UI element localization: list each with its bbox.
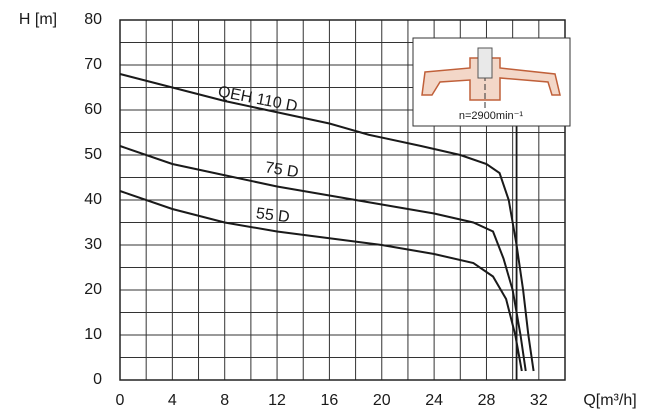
- x-tick-label: 28: [478, 392, 496, 409]
- x-tick-label: 20: [373, 392, 391, 409]
- plot-frame: [119, 19, 566, 381]
- inset-label: n=2900min⁻¹: [459, 110, 524, 122]
- x-tick-label: 16: [321, 392, 339, 409]
- x-tick-label: 0: [116, 392, 125, 409]
- x-tick-label: 12: [268, 392, 286, 409]
- y-tick-label: 50: [84, 146, 102, 163]
- y-axis-title: H [m]: [19, 11, 57, 28]
- x-tick-label: 32: [530, 392, 548, 409]
- inset: n=2900min⁻¹: [412, 37, 571, 127]
- y-tick-label: 30: [84, 236, 102, 253]
- x-tick-label: 8: [220, 392, 229, 409]
- x-tick-label: 4: [168, 392, 177, 409]
- y-tick-label: 40: [84, 191, 102, 208]
- series-label: 55 D: [255, 205, 291, 226]
- x-axis-title: Q[m³/h]: [583, 392, 636, 409]
- curve: [119, 145, 527, 372]
- shaft: [477, 47, 493, 79]
- series-label: 75 D: [264, 159, 300, 181]
- curve: [119, 73, 535, 372]
- y-tick-label: 60: [84, 101, 102, 118]
- y-tick-label: 10: [84, 326, 102, 343]
- x-tick-label: 24: [425, 392, 443, 409]
- y-tick-label: 70: [84, 56, 102, 73]
- y-tick-label: 80: [84, 11, 102, 28]
- y-tick-label: 0: [93, 371, 102, 388]
- y-tick-label: 20: [84, 281, 102, 298]
- curve: [119, 190, 523, 372]
